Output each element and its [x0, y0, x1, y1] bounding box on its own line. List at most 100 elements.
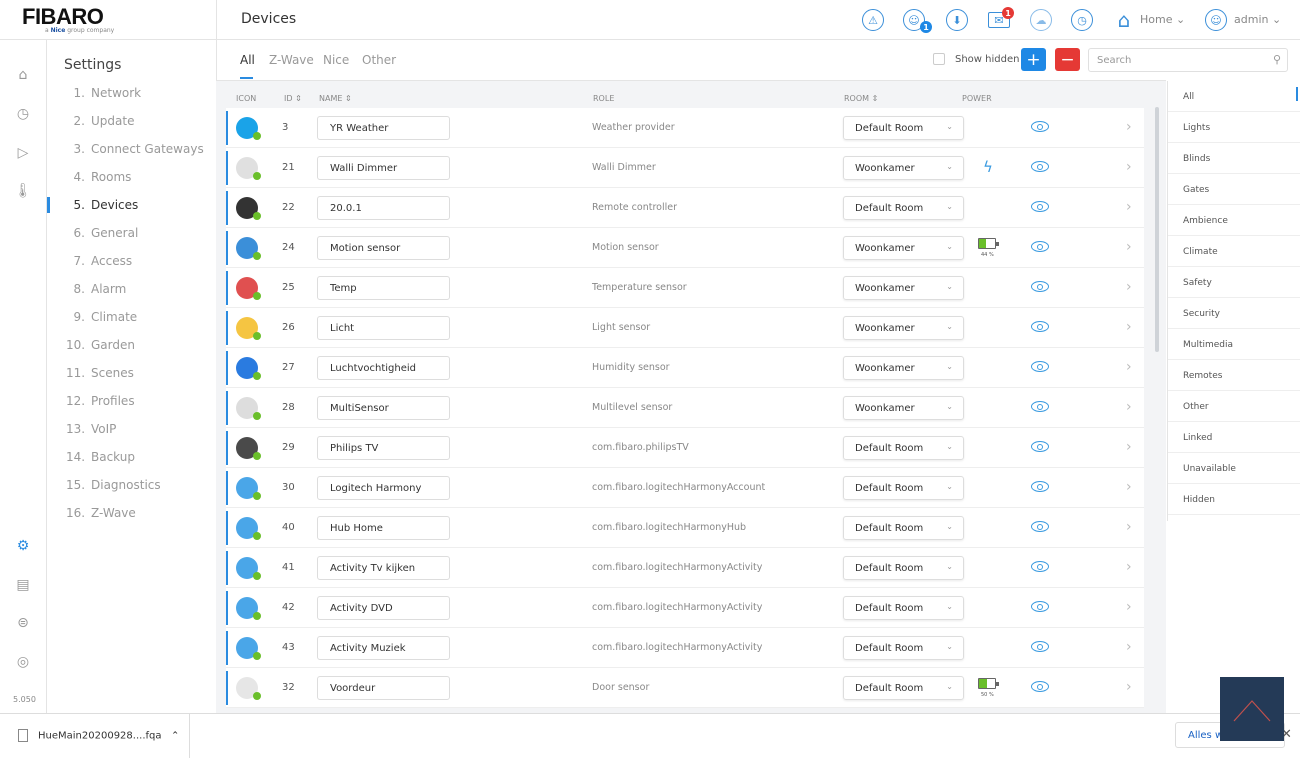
- visibility-eye-icon[interactable]: [1031, 401, 1049, 412]
- chevron-right-icon[interactable]: ›: [1126, 439, 1132, 455]
- chevron-right-icon[interactable]: ›: [1126, 479, 1132, 495]
- sidebar-item-network[interactable]: 1. Network: [66, 86, 142, 102]
- device-name-input[interactable]: Voordeur: [317, 676, 450, 700]
- search-input[interactable]: Search ⚲: [1088, 48, 1288, 72]
- room-select[interactable]: Default Room ⌄: [843, 556, 964, 580]
- table-row[interactable]: 40 Hub Home com.fibaro.logitechHarmonyHu…: [226, 508, 1144, 548]
- chevron-right-icon[interactable]: ›: [1126, 319, 1132, 335]
- sidebar-item-access[interactable]: 7. Access: [66, 254, 133, 270]
- visibility-eye-icon[interactable]: [1031, 561, 1049, 572]
- room-select[interactable]: Woonkamer ⌄: [843, 236, 964, 260]
- chevron-right-icon[interactable]: ›: [1126, 559, 1132, 575]
- table-row[interactable]: 30 Logitech Harmony com.fibaro.logitechH…: [226, 468, 1144, 508]
- chevron-right-icon[interactable]: ›: [1126, 519, 1132, 535]
- room-select[interactable]: Woonkamer ⌄: [843, 316, 964, 340]
- chevron-right-icon[interactable]: ›: [1126, 359, 1132, 375]
- sidebar-item-connect-gateways[interactable]: 3. Connect Gateways: [66, 142, 204, 158]
- add-device-button[interactable]: +: [1021, 48, 1046, 71]
- table-row[interactable]: 42 Activity DVD com.fibaro.logitechHarmo…: [226, 588, 1144, 628]
- user-icon[interactable]: ☺: [1205, 9, 1227, 31]
- room-select[interactable]: Default Room ⌄: [843, 436, 964, 460]
- messages-icon[interactable]: ✉: [988, 12, 1010, 28]
- visibility-eye-icon[interactable]: [1031, 521, 1049, 532]
- sidebar-item-profiles[interactable]: 12. Profiles: [66, 394, 135, 410]
- gear-icon[interactable]: ⚙: [16, 538, 30, 554]
- room-select[interactable]: Default Room ⌄: [843, 676, 964, 700]
- table-row[interactable]: 43 Activity Muziek com.fibaro.logitechHa…: [226, 628, 1144, 668]
- thermometer-icon[interactable]: 🌡: [14, 183, 32, 199]
- table-row[interactable]: 26 Licht Light sensor Woonkamer ⌄ ›: [226, 308, 1144, 348]
- room-select[interactable]: Default Room ⌄: [843, 196, 964, 220]
- help-icon[interactable]: ◎: [16, 654, 30, 670]
- sidebar-item-alarm[interactable]: 8. Alarm: [66, 282, 127, 298]
- tab-nice[interactable]: Nice: [323, 53, 350, 67]
- chevron-right-icon[interactable]: ›: [1126, 279, 1132, 295]
- chevron-right-icon[interactable]: ›: [1126, 599, 1132, 615]
- chevron-right-icon[interactable]: ›: [1126, 399, 1132, 415]
- sidebar-item-update[interactable]: 2. Update: [66, 114, 135, 130]
- col-id[interactable]: ID ⇕: [284, 94, 302, 103]
- room-select[interactable]: Woonkamer ⌄: [843, 396, 964, 420]
- table-row[interactable]: 27 Luchtvochtigheid Humidity sensor Woon…: [226, 348, 1144, 388]
- table-row[interactable]: 3 YR Weather Weather provider Default Ro…: [226, 108, 1144, 148]
- chevron-right-icon[interactable]: ›: [1126, 239, 1132, 255]
- home-icon[interactable]: ⌂: [1117, 8, 1131, 32]
- device-name-input[interactable]: Philips TV: [317, 436, 450, 460]
- sidebar-item-voip[interactable]: 13. VoIP: [66, 422, 116, 438]
- scrollbar[interactable]: [1155, 107, 1159, 352]
- category-unavailable[interactable]: Unavailable: [1168, 453, 1300, 484]
- device-name-input[interactable]: Hub Home: [317, 516, 450, 540]
- sidebar-item-garden[interactable]: 10. Garden: [66, 338, 135, 354]
- device-name-input[interactable]: 20.0.1: [317, 196, 450, 220]
- sidebar-item-devices[interactable]: 5. Devices: [66, 198, 139, 214]
- scroll-to-top-button[interactable]: [1220, 677, 1284, 741]
- sidebar-item-general[interactable]: 6. General: [66, 226, 139, 242]
- room-select[interactable]: Woonkamer ⌄: [843, 276, 964, 300]
- device-name-input[interactable]: MultiSensor: [317, 396, 450, 420]
- visibility-eye-icon[interactable]: [1031, 681, 1049, 692]
- device-name-input[interactable]: Motion sensor: [317, 236, 450, 260]
- cloud-icon[interactable]: ☁: [1030, 9, 1052, 31]
- visibility-eye-icon[interactable]: [1031, 281, 1049, 292]
- close-icon[interactable]: ✕: [1281, 727, 1292, 742]
- category-climate[interactable]: Climate: [1168, 236, 1300, 267]
- category-other[interactable]: Other: [1168, 391, 1300, 422]
- table-row[interactable]: 28 MultiSensor Multilevel sensor Woonkam…: [226, 388, 1144, 428]
- device-name-input[interactable]: Logitech Harmony: [317, 476, 450, 500]
- tab-z-wave[interactable]: Z-Wave: [269, 53, 314, 67]
- device-name-input[interactable]: Walli Dimmer: [317, 156, 450, 180]
- device-name-input[interactable]: Activity Tv kijken: [317, 556, 450, 580]
- visibility-eye-icon[interactable]: [1031, 321, 1049, 332]
- category-all[interactable]: All: [1168, 81, 1300, 112]
- sidebar-item-scenes[interactable]: 11. Scenes: [66, 366, 134, 382]
- users-icon[interactable]: ☺: [903, 9, 925, 31]
- category-security[interactable]: Security: [1168, 298, 1300, 329]
- category-lights[interactable]: Lights: [1168, 112, 1300, 143]
- sidebar-item-rooms[interactable]: 4. Rooms: [66, 170, 132, 186]
- chevron-right-icon[interactable]: ›: [1126, 199, 1132, 215]
- play-icon[interactable]: ▷: [17, 145, 29, 161]
- visibility-eye-icon[interactable]: [1031, 641, 1049, 652]
- show-hidden-checkbox[interactable]: [933, 53, 945, 65]
- category-hidden[interactable]: Hidden: [1168, 484, 1300, 515]
- sidebar-item-diagnostics[interactable]: 15. Diagnostics: [66, 478, 161, 494]
- table-row[interactable]: 29 Philips TV com.fibaro.philipsTV Defau…: [226, 428, 1144, 468]
- room-select[interactable]: Woonkamer ⌄: [843, 356, 964, 380]
- visibility-eye-icon[interactable]: [1031, 121, 1049, 132]
- remove-device-button[interactable]: −: [1055, 48, 1080, 71]
- category-safety[interactable]: Safety: [1168, 267, 1300, 298]
- category-blinds[interactable]: Blinds: [1168, 143, 1300, 174]
- table-row[interactable]: 41 Activity Tv kijken com.fibaro.logitec…: [226, 548, 1144, 588]
- visibility-eye-icon[interactable]: [1031, 201, 1049, 212]
- table-row[interactable]: 22 20.0.1 Remote controller Default Room…: [226, 188, 1144, 228]
- table-row[interactable]: 21 Walli Dimmer Walli Dimmer Woonkamer ⌄ …: [226, 148, 1144, 188]
- chevron-right-icon[interactable]: ›: [1126, 639, 1132, 655]
- sidebar-item-backup[interactable]: 14. Backup: [66, 450, 135, 466]
- category-linked[interactable]: Linked: [1168, 422, 1300, 453]
- tab-other[interactable]: Other: [362, 53, 397, 67]
- col-room[interactable]: ROOM ⇕: [844, 94, 879, 103]
- chevron-right-icon[interactable]: ›: [1126, 159, 1132, 175]
- category-ambience[interactable]: Ambience: [1168, 205, 1300, 236]
- clock-icon[interactable]: ◷: [16, 106, 30, 122]
- chevron-right-icon[interactable]: ›: [1126, 119, 1132, 135]
